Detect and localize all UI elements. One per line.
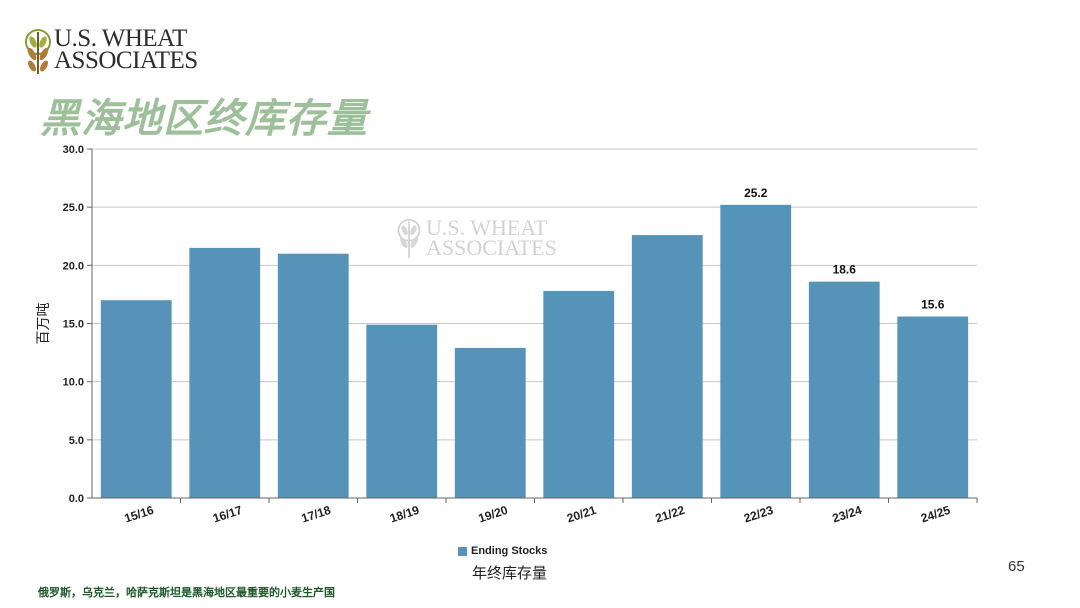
logo-wordmark: U.S. WHEAT ASSOCIATES bbox=[54, 25, 198, 74]
x-tick-label: 20/21 bbox=[565, 503, 598, 526]
wheat-emblem-icon bbox=[25, 29, 51, 74]
bar-20-21 bbox=[543, 290, 615, 498]
bars bbox=[100, 204, 969, 498]
legend-series-label: Ending Stocks bbox=[471, 545, 548, 557]
company-logo: U.S. WHEAT ASSOCIATES bbox=[24, 25, 214, 78]
data-label: 18.6 bbox=[833, 263, 857, 277]
x-tick-label: 17/18 bbox=[300, 503, 333, 526]
y-tick-label: 0.0 bbox=[69, 493, 84, 505]
page-number: 65 bbox=[1008, 558, 1025, 575]
footnote: 俄罗斯，乌克兰，哈萨克斯坦是黑海地区最重要的小麦生产国 bbox=[38, 586, 335, 599]
legend-chinese-label: 年终库存量 bbox=[472, 564, 548, 582]
watermark-wordmark: U.S. WHEAT ASSOCIATES bbox=[426, 215, 557, 260]
x-tick-label: 24/25 bbox=[919, 503, 952, 526]
slide-title: 黑海地区终库存量 bbox=[40, 96, 368, 142]
bar-24-25 bbox=[897, 316, 969, 498]
x-tick-label: 21/22 bbox=[654, 503, 687, 526]
y-tick-label: 5.0 bbox=[69, 435, 84, 447]
x-tick-label: 23/24 bbox=[831, 503, 864, 526]
axes bbox=[87, 148, 978, 503]
bar-21-22 bbox=[631, 235, 703, 498]
watermark-line-1: U.S. WHEAT bbox=[426, 215, 548, 240]
watermark-line-2: ASSOCIATES bbox=[426, 235, 557, 260]
bar-23-24 bbox=[808, 281, 880, 498]
bar-17-18 bbox=[277, 253, 349, 498]
bar-18-19 bbox=[366, 324, 438, 498]
y-axis-title: 百万吨 bbox=[36, 303, 52, 345]
x-tick-label: 16/17 bbox=[211, 503, 244, 526]
y-tick-label: 15.0 bbox=[63, 319, 84, 331]
bar-22-23 bbox=[720, 204, 792, 498]
logo-line-1: U.S. WHEAT bbox=[54, 25, 187, 52]
bar-16-17 bbox=[189, 247, 261, 498]
y-tick-label: 20.0 bbox=[63, 260, 84, 272]
x-tick-label: 18/19 bbox=[388, 503, 421, 526]
data-label: 25.2 bbox=[744, 186, 768, 200]
data-label: 15.6 bbox=[921, 298, 945, 312]
chart-legend: Ending Stocks bbox=[458, 545, 547, 557]
x-tick-label: 15/16 bbox=[123, 503, 156, 526]
x-tick-label: 19/20 bbox=[477, 503, 510, 526]
y-tick-label: 10.0 bbox=[63, 377, 84, 389]
wheat-watermark-icon bbox=[397, 218, 421, 259]
x-tick-label: 22/23 bbox=[742, 503, 775, 526]
y-tick-label: 30.0 bbox=[63, 144, 84, 156]
bar-19-20 bbox=[454, 347, 526, 498]
legend-swatch bbox=[458, 546, 467, 556]
logo-line-2: ASSOCIATES bbox=[54, 47, 198, 74]
bar-15-16 bbox=[100, 300, 172, 498]
logo-watermark: U.S. WHEAT ASSOCIATES bbox=[396, 215, 576, 262]
y-tick-label: 25.0 bbox=[63, 202, 84, 214]
